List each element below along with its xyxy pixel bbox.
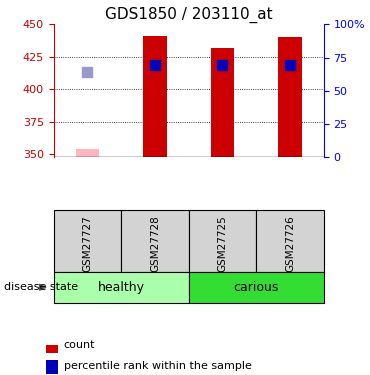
Bar xyxy=(143,36,167,157)
Text: carious: carious xyxy=(233,281,279,294)
Bar xyxy=(54,272,189,303)
Text: count: count xyxy=(64,340,95,351)
Point xyxy=(152,62,158,68)
Bar xyxy=(211,48,234,157)
Bar xyxy=(75,148,99,157)
Text: GSM27727: GSM27727 xyxy=(83,215,92,272)
Point xyxy=(84,69,90,75)
Bar xyxy=(189,272,324,303)
Text: GSM27728: GSM27728 xyxy=(150,215,160,272)
Text: disease state: disease state xyxy=(4,282,78,292)
Text: GSM27726: GSM27726 xyxy=(285,215,295,272)
Bar xyxy=(256,210,324,272)
Text: healthy: healthy xyxy=(98,281,145,294)
Bar xyxy=(278,38,302,157)
Title: GDS1850 / 203110_at: GDS1850 / 203110_at xyxy=(105,7,273,23)
Bar xyxy=(54,210,121,272)
Point xyxy=(287,62,293,68)
Text: GSM27725: GSM27725 xyxy=(218,215,228,272)
Bar xyxy=(121,210,189,272)
Bar xyxy=(189,210,256,272)
Bar xyxy=(46,360,58,374)
Bar xyxy=(46,340,58,353)
Text: percentile rank within the sample: percentile rank within the sample xyxy=(64,361,252,371)
Point xyxy=(219,62,225,68)
